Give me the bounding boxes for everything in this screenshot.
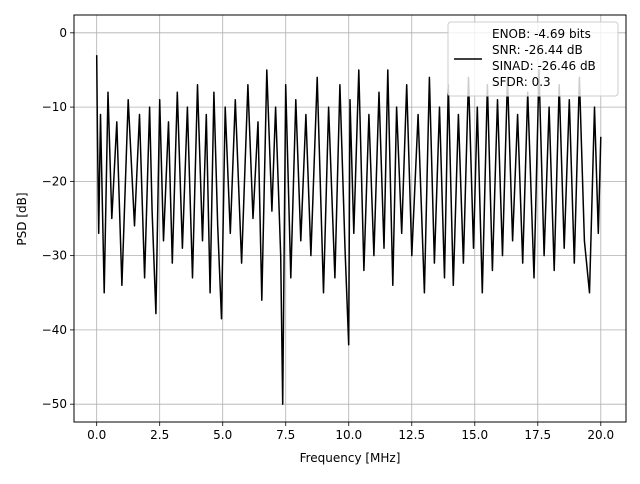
- x-tick-label: 7.5: [276, 428, 295, 442]
- legend-line-text: ENOB: -4.69 bits: [492, 27, 591, 41]
- legend-line-text: SNR: -26.44 dB: [492, 43, 583, 57]
- y-axis-ticks: 0 −10 −20 −30 −40 −50: [42, 26, 74, 411]
- psd-series-line: [95, 55, 602, 405]
- x-tick-label: 17.5: [524, 428, 551, 442]
- y-tick-label: −50: [42, 397, 67, 411]
- legend-box: [447, 21, 619, 97]
- plot-frame: [73, 14, 627, 423]
- legend-label: ENOB: -4.69 bits SNR: -26.44 dB SINAD: -26…: [492, 27, 596, 89]
- y-tick-label: −30: [42, 249, 67, 263]
- y-tick-label: −10: [42, 100, 67, 114]
- y-tick-label: −20: [42, 174, 67, 188]
- x-axis-label: Frequency [MHz]: [300, 451, 401, 465]
- x-tick-label: 2.5: [150, 428, 169, 442]
- series-group: [95, 55, 602, 405]
- legend-line-text: SFDR: 0.3: [492, 75, 551, 89]
- y-axis-label: PSD [dB]: [15, 192, 29, 245]
- legend-line-text: SINAD: -26.46 dB: [492, 59, 596, 73]
- x-tick-label: 5.0: [213, 428, 232, 442]
- x-tick-label: 0.0: [87, 428, 106, 442]
- x-tick-label: 10.0: [335, 428, 362, 442]
- x-tick-label: 15.0: [461, 428, 488, 442]
- x-tick-label: 20.0: [587, 428, 614, 442]
- y-tick-label: 0: [59, 26, 67, 40]
- legend: ENOB: -4.69 bits SNR: -26.44 dB SINAD: -26…: [447, 21, 619, 97]
- x-axis-ticks: 0.0 2.5 5.0 7.5 10.0 12.5 15.0 17.5 20.0: [87, 422, 614, 442]
- y-tick-label: −40: [42, 323, 67, 337]
- x-tick-label: 12.5: [398, 428, 425, 442]
